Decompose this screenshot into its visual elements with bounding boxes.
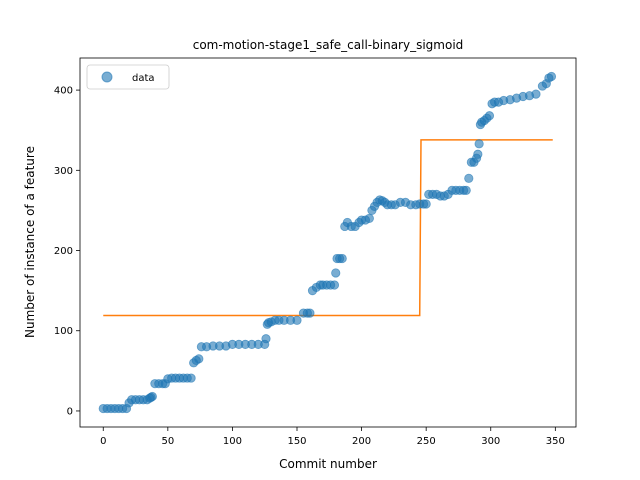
x-tick-label: 250 bbox=[417, 436, 436, 447]
data-point bbox=[195, 355, 203, 363]
y-tick-label: 0 bbox=[67, 406, 73, 417]
data-point bbox=[485, 112, 493, 120]
x-tick-label: 200 bbox=[352, 436, 371, 447]
x-axis-label: Commit number bbox=[279, 457, 377, 471]
data-point bbox=[262, 335, 270, 343]
y-axis-label: Number of instance of a feature bbox=[23, 146, 37, 338]
data-point bbox=[330, 281, 338, 289]
legend-marker-data bbox=[102, 72, 112, 82]
x-tick-label: 50 bbox=[161, 436, 174, 447]
data-point bbox=[332, 269, 340, 277]
data-point bbox=[338, 254, 346, 262]
data-point bbox=[365, 214, 373, 222]
y-tick-label: 300 bbox=[54, 166, 73, 177]
x-tick-label: 350 bbox=[546, 436, 565, 447]
data-point bbox=[547, 72, 555, 80]
x-tick-label: 0 bbox=[100, 436, 106, 447]
data-point bbox=[465, 174, 473, 182]
data-point bbox=[474, 150, 482, 158]
chart-title: com-motion-stage1_safe_call-binary_sigmo… bbox=[193, 38, 464, 52]
data-point bbox=[462, 186, 470, 194]
data-point bbox=[187, 374, 195, 382]
data-point bbox=[532, 90, 540, 98]
x-tick-label: 100 bbox=[223, 436, 242, 447]
legend-label-data: data bbox=[132, 73, 155, 84]
y-tick-label: 400 bbox=[54, 86, 73, 97]
x-tick-label: 150 bbox=[287, 436, 306, 447]
data-point bbox=[422, 200, 430, 208]
y-tick-label: 200 bbox=[54, 246, 73, 257]
x-tick-label: 300 bbox=[481, 436, 500, 447]
legend-box bbox=[87, 65, 169, 89]
data-point bbox=[148, 392, 156, 400]
y-tick-label: 100 bbox=[54, 326, 73, 337]
data-point bbox=[475, 140, 483, 148]
data-point bbox=[293, 316, 301, 324]
legend: data bbox=[87, 65, 169, 89]
data-point bbox=[306, 309, 314, 317]
